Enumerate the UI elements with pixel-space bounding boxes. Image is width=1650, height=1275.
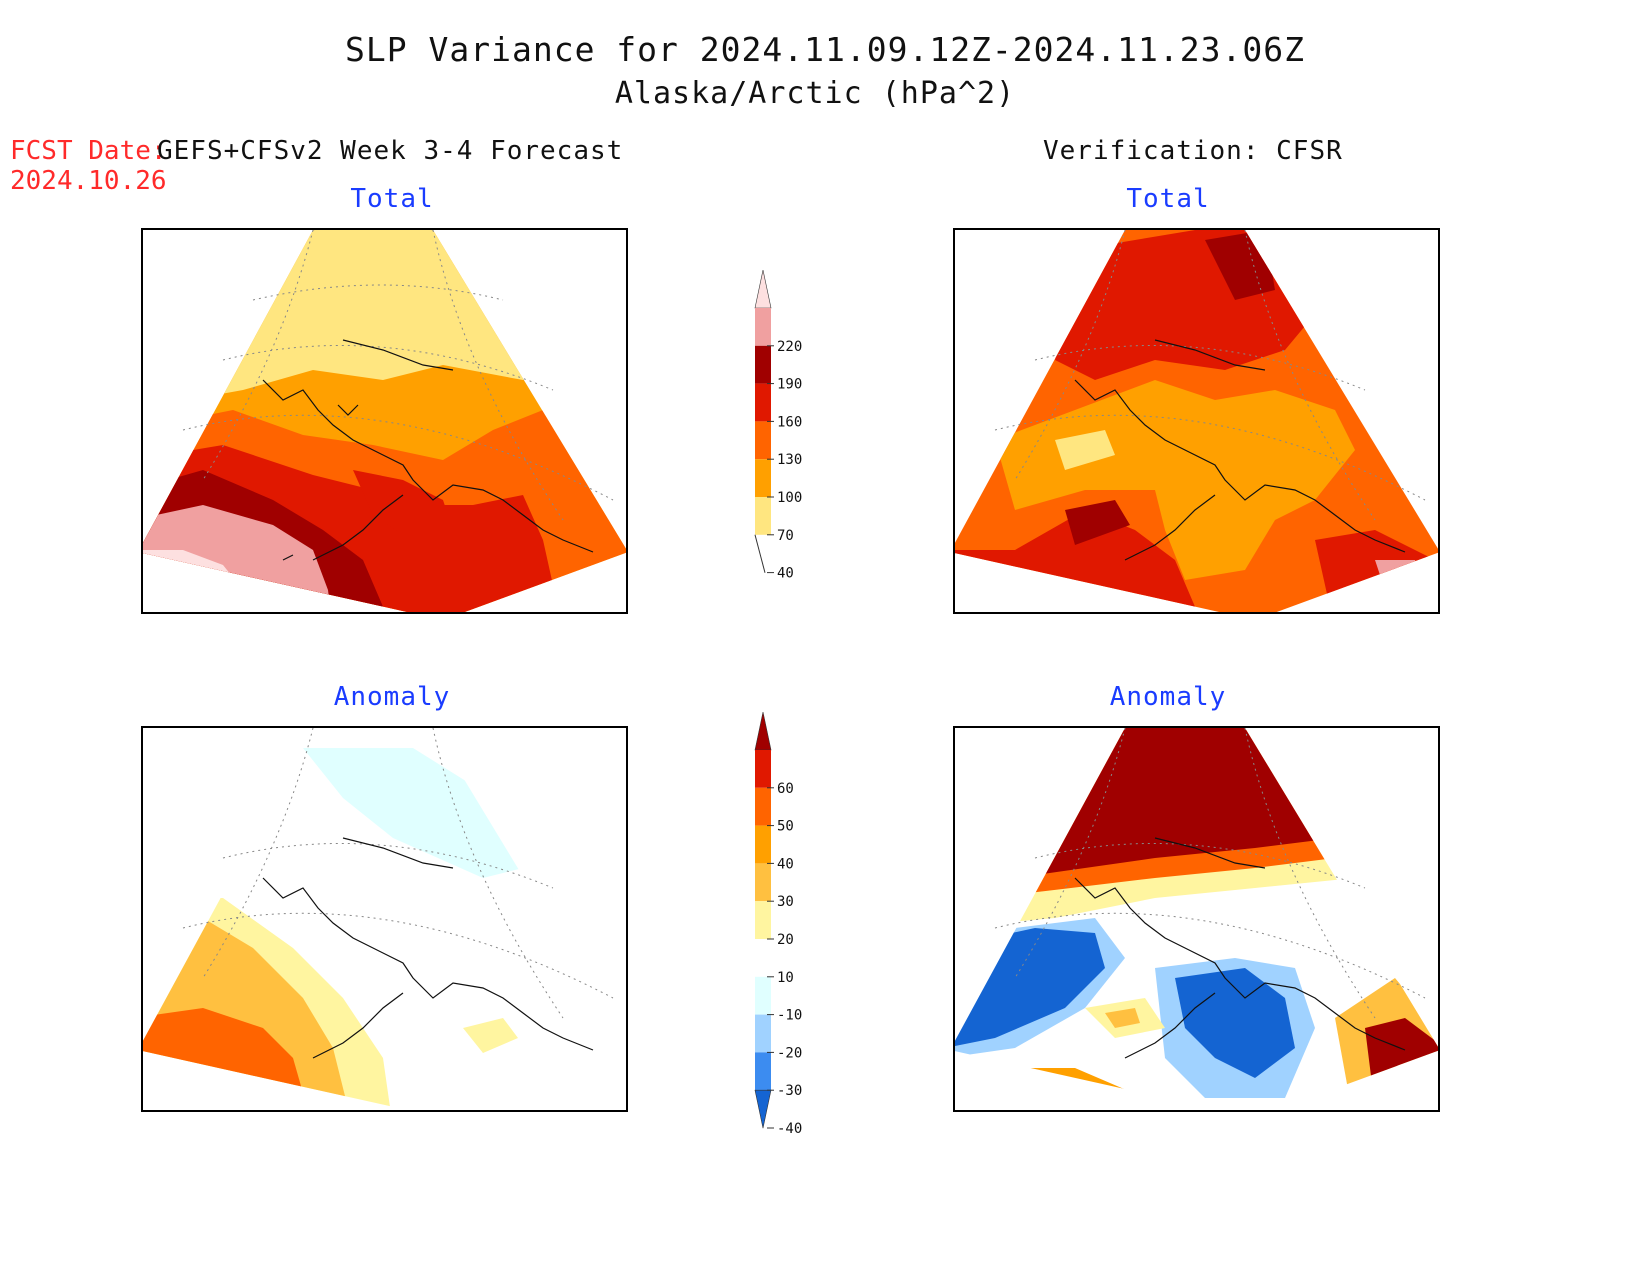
- verification-total-title: Total: [1126, 184, 1210, 214]
- colorbar-anomaly: 60 50 40 30 20 10 -10 -20 -30 -40: [754, 711, 815, 1137]
- colorbar-top-extension: [754, 711, 772, 751]
- colorbar-segment: [755, 308, 771, 346]
- right-column-title: Verification: CFSR: [1043, 136, 1343, 166]
- colorbar-segment: [755, 750, 771, 788]
- forecast-total-title: Total: [350, 184, 434, 214]
- main-subtitle: Alaska/Arctic (hPa^2): [614, 76, 1016, 111]
- colorbar-segment: [755, 421, 771, 460]
- colorbar-tick-label: 130: [777, 452, 802, 468]
- colorbar-tick-label: 70: [777, 528, 794, 544]
- colorbar-segment: [755, 939, 771, 977]
- colorbar-segment: [755, 976, 771, 1015]
- colorbar-tick-label: 30: [777, 894, 794, 910]
- left-column-title: GEFS+CFSv2 Week 3-4 Forecast: [157, 136, 624, 166]
- colorbar-segment: [755, 825, 771, 864]
- colorbar-segment: [755, 901, 771, 939]
- colorbar-tick-label: 220: [777, 339, 802, 355]
- colorbar-segment: [755, 383, 771, 422]
- colorbar-segment: [755, 787, 771, 826]
- colorbar-segment: [755, 345, 771, 384]
- colorbar-tick-label: 190: [777, 377, 802, 393]
- colorbar-tick-label: 10: [777, 970, 794, 986]
- colorbar-top-extension: [754, 269, 772, 309]
- colorbar-tick-label: 40: [777, 856, 794, 872]
- colorbar-tick-label: 20: [777, 932, 794, 948]
- fcst-label: FCST Date:: [10, 136, 167, 166]
- colorbar-segment: [755, 497, 771, 535]
- colorbar-anomaly-svg: 60 50 40 30 20 10 -10 -20 -30 -40: [754, 711, 802, 1137]
- verification-anomaly-map: [953, 726, 1440, 1112]
- fcst-date-block: FCST Date: 2024.10.26: [10, 136, 167, 196]
- main-title: SLP Variance for 2024.11.09.12Z-2024.11.…: [345, 30, 1305, 69]
- colorbar-tick-label: -10: [777, 1008, 802, 1024]
- colorbar-segment: [755, 1052, 771, 1091]
- colorbar-tick-label: -20: [777, 1045, 802, 1061]
- colorbar-segment: [755, 863, 771, 902]
- colorbar-bottom-line: [754, 534, 766, 573]
- forecast-total-map: [141, 228, 628, 614]
- forecast-anomaly-title: Anomaly: [333, 682, 451, 712]
- colorbar-segment: [755, 1014, 771, 1053]
- colorbar-segment: [755, 459, 771, 497]
- colorbar-tick-label: 160: [777, 414, 802, 430]
- colorbar-tick-label: 100: [777, 490, 802, 506]
- colorbar-tick-label: 50: [777, 819, 794, 835]
- colorbar-tick-label: -40: [777, 1121, 802, 1137]
- colorbar-tick-label: 60: [777, 781, 794, 797]
- verification-total-map: [953, 228, 1440, 614]
- colorbar-bottom-extension: [754, 1089, 772, 1129]
- colorbar-tick-label: 40: [777, 566, 794, 582]
- colorbar-tick-label: -30: [777, 1083, 802, 1099]
- colorbar-total-svg: 220 190 160 130 100 70 40: [754, 269, 802, 582]
- verification-anomaly-title: Anomaly: [1109, 682, 1227, 712]
- fcst-date: 2024.10.26: [10, 166, 167, 196]
- colorbar-total: 220 190 160 130 100 70 40: [754, 269, 815, 582]
- forecast-anomaly-map: [141, 726, 628, 1112]
